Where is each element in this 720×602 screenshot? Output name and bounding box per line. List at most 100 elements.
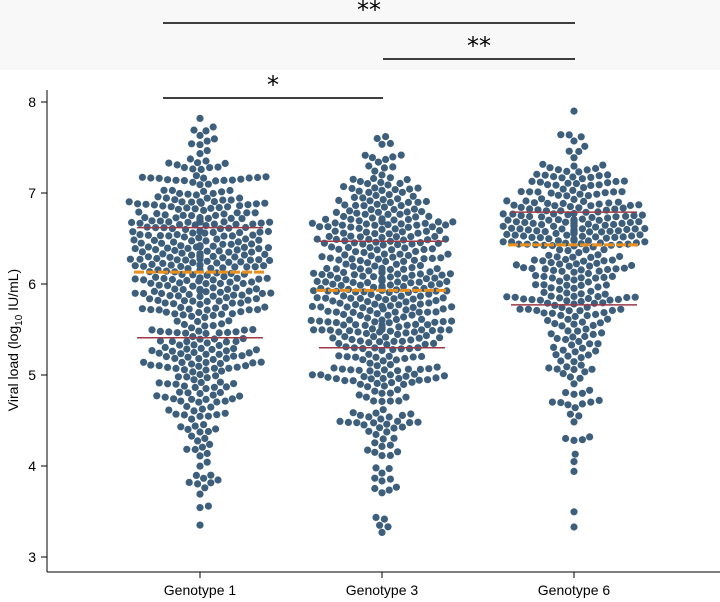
data-point [136, 231, 144, 239]
data-point [374, 208, 382, 216]
data-point [361, 321, 369, 329]
data-point [210, 364, 218, 372]
data-point [438, 271, 446, 279]
data-point [209, 228, 217, 236]
data-point [394, 417, 402, 425]
data-point [215, 204, 223, 212]
data-point [328, 243, 336, 251]
data-point [373, 310, 381, 318]
data-point [233, 363, 241, 371]
data-point [412, 320, 420, 328]
data-point [341, 377, 349, 385]
data-point [392, 356, 400, 364]
data-point [584, 237, 593, 245]
data-point [176, 279, 184, 287]
data-point [416, 270, 424, 278]
data-point [554, 216, 563, 224]
data-point [258, 289, 266, 298]
data-point [367, 252, 375, 260]
data-point [390, 434, 398, 442]
data-point [179, 211, 187, 219]
y-tick-label: 8 [28, 94, 36, 110]
data-point [372, 430, 380, 439]
data-point [213, 235, 221, 243]
data-point [570, 292, 578, 300]
data-point [202, 288, 210, 296]
data-point [349, 278, 357, 287]
data-point [431, 318, 439, 326]
data-point [236, 202, 244, 210]
data-point [372, 513, 380, 522]
data-point [397, 292, 405, 300]
data-point [407, 336, 415, 344]
data-point [356, 265, 364, 273]
data-point [410, 256, 418, 264]
data-point [202, 366, 210, 374]
data-point [338, 221, 346, 229]
data-point [554, 191, 563, 199]
data-point [200, 187, 208, 195]
data-point [391, 186, 399, 194]
data-point [386, 327, 394, 335]
data-point [155, 281, 163, 289]
data-point [533, 170, 541, 178]
data-point [343, 353, 351, 361]
data-point [245, 306, 253, 314]
data-point [330, 364, 338, 372]
data-point [401, 354, 409, 363]
data-point [424, 236, 432, 244]
data-point [551, 320, 559, 328]
data-point [380, 382, 388, 390]
data-point [224, 203, 232, 211]
data-point [228, 232, 236, 240]
data-point [386, 397, 394, 405]
data-point [422, 197, 430, 206]
data-point [499, 238, 507, 246]
data-point [583, 312, 591, 320]
data-point [228, 299, 236, 307]
data-point [356, 294, 364, 303]
data-point [572, 180, 581, 188]
data-point [263, 274, 271, 282]
data-point [255, 236, 263, 244]
data-point [445, 326, 453, 334]
data-point [147, 174, 155, 182]
data-point [209, 311, 217, 320]
data-point [408, 264, 416, 272]
y-tick-label: 6 [28, 276, 36, 292]
data-point [512, 218, 521, 226]
data-point [380, 515, 388, 523]
data-point [390, 424, 398, 432]
data-point [364, 446, 372, 454]
data-point [394, 367, 402, 375]
data-point [421, 219, 429, 227]
data-point [197, 378, 205, 387]
data-point [510, 201, 518, 209]
data-point [140, 358, 148, 366]
data-point [264, 244, 272, 252]
data-point [436, 280, 444, 288]
data-point [204, 427, 212, 436]
data-point [373, 246, 381, 254]
data-point [400, 257, 408, 265]
data-point [196, 261, 204, 269]
data-point [428, 254, 436, 262]
data-point [341, 251, 349, 259]
data-point [326, 271, 334, 279]
data-point [227, 196, 235, 204]
data-point [204, 502, 212, 510]
data-point [371, 448, 379, 456]
data-point [587, 173, 595, 181]
data-point [611, 233, 619, 241]
data-point [635, 218, 643, 226]
data-point [406, 419, 414, 427]
data-point [379, 357, 387, 365]
data-point [389, 153, 397, 161]
data-point [174, 292, 182, 300]
data-point [209, 284, 217, 292]
data-point [198, 405, 206, 413]
data-point [521, 218, 529, 227]
data-point [194, 437, 202, 445]
data-point [539, 257, 547, 265]
data-point [570, 358, 578, 366]
